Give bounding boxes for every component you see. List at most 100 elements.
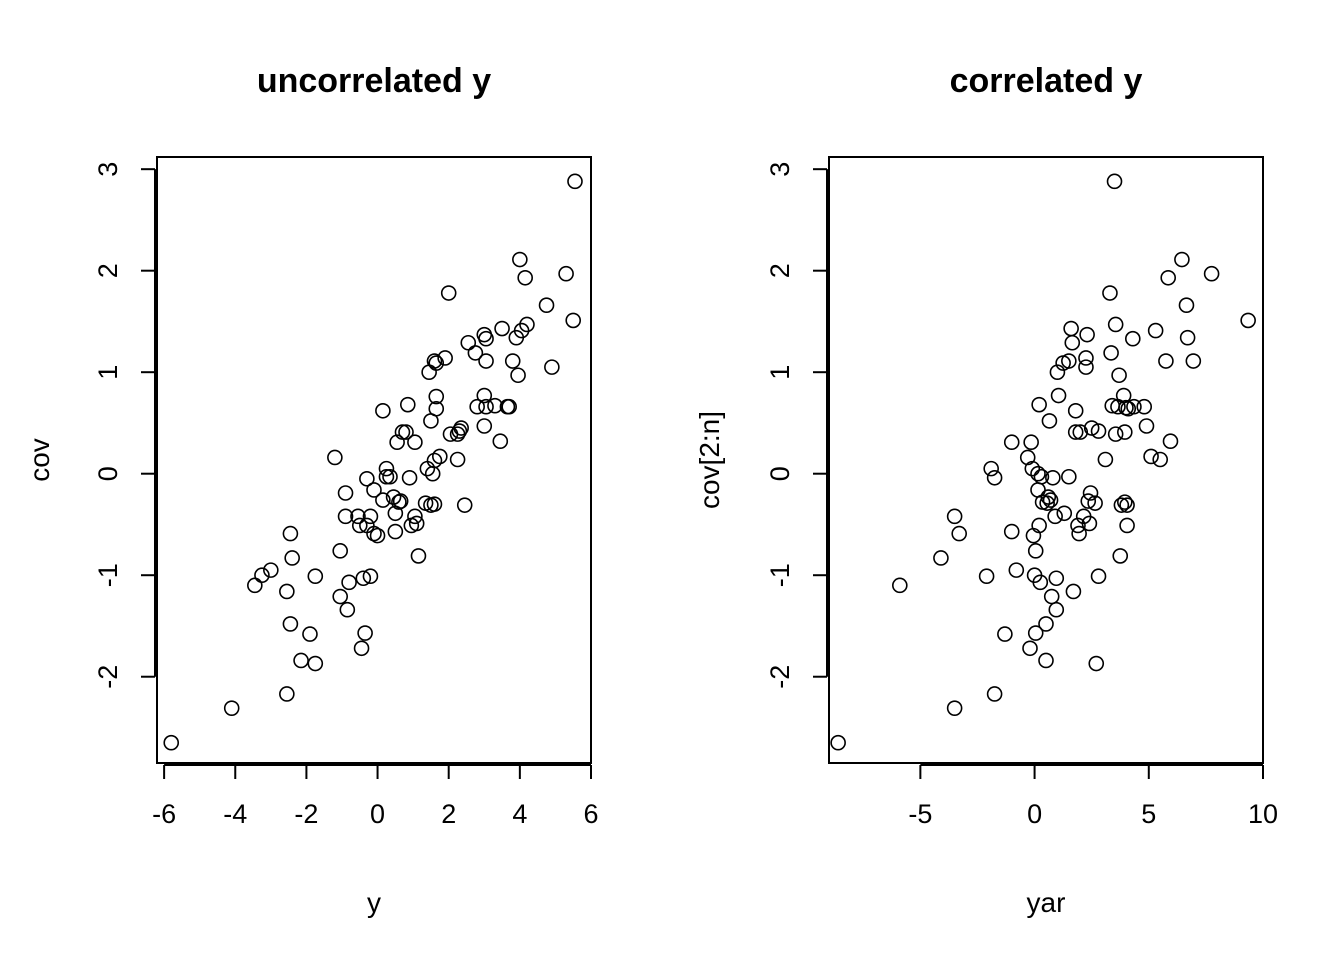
data-point (369, 527, 386, 544)
data-point (986, 469, 1003, 486)
data-point (1179, 329, 1196, 346)
data-point (428, 388, 445, 405)
data-point (398, 424, 414, 440)
data-point (378, 468, 395, 485)
data-point (1045, 469, 1061, 486)
data-point (1003, 523, 1020, 540)
y-axis-label: cov (24, 438, 55, 482)
data-point (978, 568, 995, 585)
x-tick-label: -4 (223, 799, 247, 829)
y-tick-label: 1 (765, 365, 795, 380)
data-point (389, 434, 405, 451)
data-point (351, 517, 368, 534)
y-axis-label: cov[2:n] (694, 411, 725, 509)
x-tick-label: 4 (512, 799, 527, 829)
data-point (1027, 625, 1044, 641)
data-point (1031, 396, 1047, 413)
data-point (946, 700, 963, 716)
data-point (538, 297, 555, 314)
data-point (428, 355, 445, 371)
data-point (1071, 525, 1087, 542)
data-point (517, 269, 533, 286)
data-point (1048, 601, 1065, 618)
data-point (282, 525, 299, 542)
data-point (339, 601, 356, 618)
data-point (1097, 451, 1114, 468)
data-point (469, 398, 485, 415)
data-point (293, 652, 309, 669)
data-point (366, 525, 382, 542)
data-point (983, 460, 999, 477)
data-point (460, 334, 477, 351)
data-point (1027, 543, 1044, 559)
data-point (426, 452, 443, 469)
data-point (401, 469, 418, 486)
data-point (1050, 387, 1067, 404)
data-point (279, 583, 295, 600)
data-point (1147, 322, 1164, 339)
y-tick-label: 1 (93, 365, 123, 380)
data-point (1049, 364, 1066, 380)
data-point (1003, 434, 1020, 451)
data-point (1111, 367, 1127, 384)
data-point (1030, 465, 1046, 482)
data-point (357, 625, 373, 641)
data-point (1070, 517, 1086, 534)
data-point (1103, 345, 1119, 361)
data-point (1112, 548, 1129, 564)
data-point (1126, 398, 1142, 415)
data-point (1125, 330, 1141, 347)
data-point (453, 420, 469, 436)
data-point (1022, 640, 1038, 657)
data-point (341, 574, 357, 591)
data-point (302, 626, 318, 642)
data-point (565, 312, 582, 329)
data-point (1107, 316, 1124, 333)
data-point (1067, 402, 1084, 419)
data-point (478, 398, 494, 415)
data-point (456, 497, 473, 513)
data-point (337, 508, 354, 525)
data-point (986, 686, 1003, 702)
data-point (951, 525, 968, 542)
data-point (362, 568, 379, 585)
data-point (1143, 448, 1159, 465)
data-point (426, 353, 443, 369)
data-point (567, 173, 583, 190)
data-point (1119, 497, 1135, 513)
data-point (1106, 173, 1123, 190)
data-point (437, 350, 453, 366)
x-tick-label: 0 (370, 799, 385, 829)
data-point (282, 616, 299, 632)
data-point (1043, 588, 1060, 605)
data-point (307, 655, 324, 672)
data-point (1042, 492, 1059, 508)
data-point (1185, 353, 1202, 369)
data-point (163, 734, 180, 751)
data-point (1023, 434, 1039, 451)
plot-frame (156, 156, 592, 764)
data-point (830, 734, 846, 751)
data-point (1162, 433, 1179, 450)
chart-title: uncorrelated y (257, 62, 491, 100)
data-point (1240, 312, 1256, 329)
data-point (1024, 460, 1041, 477)
data-point (366, 482, 382, 498)
data-point (254, 567, 270, 584)
data-point (1174, 251, 1190, 268)
data-point (494, 320, 510, 337)
x-tick-label: -2 (294, 799, 318, 829)
data-point (504, 353, 521, 369)
data-point (946, 508, 963, 525)
data-point (279, 686, 295, 702)
data-point (327, 449, 343, 466)
data-point (332, 543, 349, 559)
data-point (1072, 424, 1089, 440)
data-point (1078, 350, 1094, 366)
data-points (163, 173, 583, 751)
data-point (247, 577, 263, 594)
data-point (1152, 451, 1169, 468)
data-point (467, 345, 484, 361)
data-point (1056, 505, 1073, 522)
data-point (284, 550, 300, 566)
